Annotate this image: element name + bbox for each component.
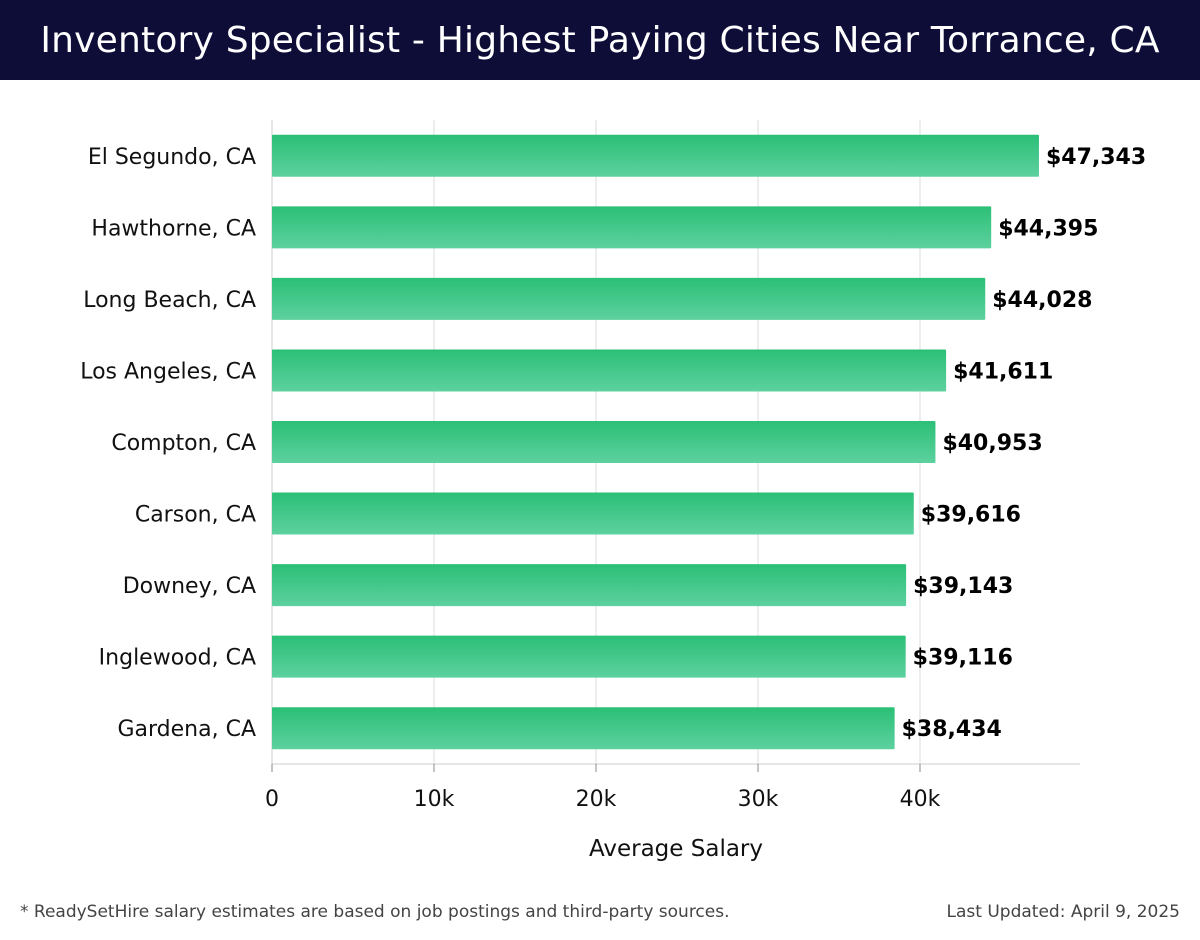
chart-header: Inventory Specialist - Highest Paying Ci… xyxy=(0,0,1200,80)
category-label: Los Angeles, CA xyxy=(80,359,256,384)
category-label: Hawthorne, CA xyxy=(91,216,256,241)
bar xyxy=(272,277,986,320)
footer-note: * ReadySetHire salary estimates are base… xyxy=(20,902,730,922)
value-label: $40,953 xyxy=(942,431,1042,456)
category-label: El Segundo, CA xyxy=(88,145,256,170)
x-axis-title: Average Salary xyxy=(589,836,763,862)
x-tick-label: 30k xyxy=(738,787,779,812)
footer-updated: Last Updated: April 9, 2025 xyxy=(946,902,1180,922)
bar xyxy=(272,635,906,678)
x-tick-label: 0 xyxy=(265,787,279,812)
value-label: $39,616 xyxy=(921,503,1021,528)
bar xyxy=(272,707,895,750)
category-label: Compton, CA xyxy=(111,431,256,456)
value-label: $39,143 xyxy=(913,574,1013,599)
bar xyxy=(272,206,992,249)
bar xyxy=(272,134,1039,177)
bar xyxy=(272,421,936,463)
value-label: $38,434 xyxy=(902,717,1002,742)
category-label: Inglewood, CA xyxy=(99,646,256,671)
category-label: Carson, CA xyxy=(135,503,256,528)
bar xyxy=(272,349,947,392)
x-tick-label: 20k xyxy=(576,787,617,812)
value-label: $44,028 xyxy=(992,288,1092,313)
bar xyxy=(272,564,907,607)
x-tick-label: 10k xyxy=(414,787,455,812)
category-label: Downey, CA xyxy=(123,574,256,599)
value-label: $39,116 xyxy=(913,646,1013,671)
bar xyxy=(272,492,914,535)
x-tick-label: 40k xyxy=(900,787,941,812)
chart-title: Inventory Specialist - Highest Paying Ci… xyxy=(40,19,1160,61)
category-label: Long Beach, CA xyxy=(83,288,256,313)
value-label: $47,343 xyxy=(1046,145,1146,170)
value-label: $41,611 xyxy=(953,359,1053,384)
value-label: $44,395 xyxy=(998,216,1098,241)
category-label: Gardena, CA xyxy=(117,717,256,742)
